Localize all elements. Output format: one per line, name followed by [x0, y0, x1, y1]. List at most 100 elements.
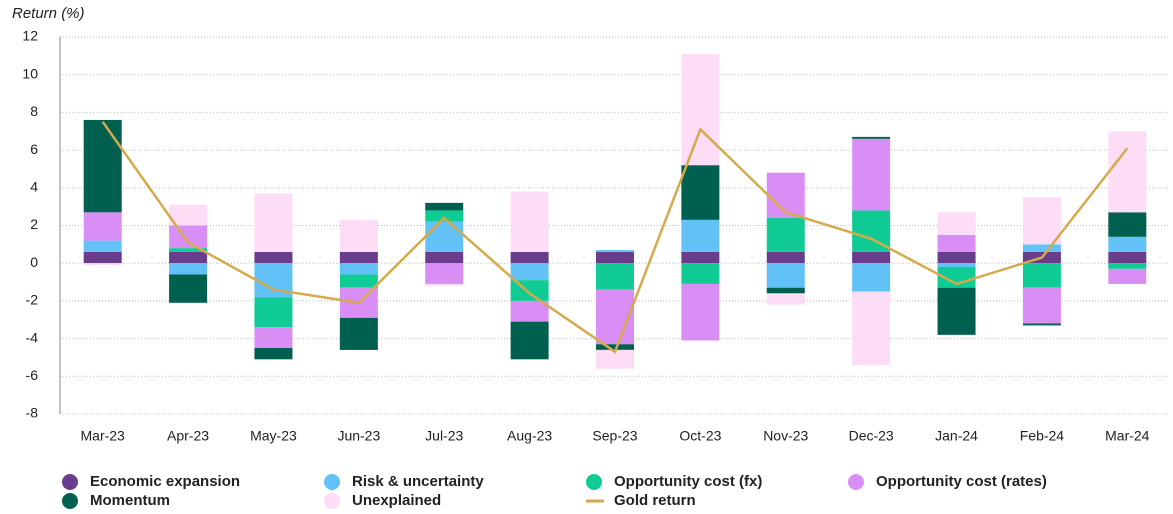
- bar-segment: [254, 251, 293, 264]
- bar-segment: [339, 274, 378, 288]
- bar-segment: [596, 250, 634, 252]
- bar-segment: [83, 119, 122, 213]
- bar-segment: [169, 204, 208, 226]
- y-tick-label: -6: [26, 367, 39, 383]
- legend-marker: [62, 493, 78, 509]
- bar-segment: [766, 293, 805, 305]
- bar-segment: [510, 191, 549, 252]
- bar-segment: [681, 53, 720, 166]
- x-tick-label: Oct-23: [679, 428, 721, 444]
- legend-marker: [324, 474, 340, 490]
- bar-segment: [169, 251, 208, 264]
- legend-label: Risk & uncertainty: [352, 473, 484, 490]
- y-tick-label: 4: [30, 179, 38, 195]
- bar-segment: [83, 263, 122, 266]
- legend-label: Economic expansion: [90, 473, 240, 490]
- bar-segment: [937, 287, 976, 335]
- x-tick-label: Feb-24: [1020, 428, 1065, 444]
- bar-segment: [339, 219, 378, 252]
- bar-segment: [339, 251, 378, 264]
- bar-segment: [1022, 323, 1061, 326]
- bar-segment: [425, 283, 464, 286]
- bar-segment: [937, 212, 976, 235]
- bar-segment: [169, 225, 208, 249]
- y-tick-label: 10: [22, 65, 38, 81]
- bar-segment: [83, 240, 122, 252]
- legend-label: Opportunity cost (fx): [614, 473, 762, 490]
- bar-segment: [681, 165, 720, 220]
- legend-marker: [62, 474, 78, 490]
- legend-marker: [586, 474, 602, 490]
- bar-segment: [1022, 263, 1061, 288]
- bar-segment: [937, 263, 976, 267]
- bar-segment: [169, 263, 208, 275]
- bar-segment: [339, 317, 378, 350]
- bar-segment: [681, 283, 720, 341]
- bar-segment: [83, 212, 122, 241]
- legend-label: Gold return: [614, 492, 696, 509]
- bar-segment: [1108, 131, 1147, 213]
- bar-segment: [169, 248, 208, 252]
- bar-segment: [1108, 268, 1147, 284]
- x-tick-label: Jun-23: [337, 428, 380, 444]
- y-axis-label: Return (%): [12, 5, 85, 22]
- bar-segment: [254, 297, 293, 328]
- bar-segment: [1108, 263, 1147, 269]
- bar-segment: [937, 251, 976, 264]
- y-tick-label: 6: [30, 141, 38, 157]
- x-tick-label: Mar-24: [1105, 428, 1150, 444]
- y-tick-label: -8: [26, 405, 39, 421]
- y-tick-label: -4: [26, 329, 39, 345]
- x-tick-label: Sep-23: [592, 428, 637, 444]
- bar-segment: [1022, 244, 1061, 252]
- bar-segment: [339, 263, 378, 275]
- bar-segment: [766, 217, 805, 252]
- gold-return-line: [101, 121, 1129, 354]
- bar-segment: [1022, 287, 1061, 324]
- y-tick-label: -2: [26, 292, 39, 308]
- legend-label: Unexplained: [352, 492, 441, 509]
- bar-segment: [596, 251, 634, 264]
- bar-segment: [852, 263, 891, 292]
- bar-segment: [937, 266, 976, 288]
- bar-segment: [83, 251, 122, 264]
- bar-segment: [1108, 236, 1147, 252]
- bar-segment: [1108, 212, 1147, 237]
- bar-segment: [681, 251, 720, 264]
- bar-segment: [766, 263, 805, 288]
- bar-segment: [425, 210, 464, 222]
- bar-segment: [852, 291, 891, 365]
- y-tick-label: 12: [22, 28, 38, 44]
- bar-segment: [510, 321, 549, 360]
- bar-segment: [425, 263, 464, 284]
- bar-segment: [596, 344, 634, 350]
- bar-segment: [852, 138, 891, 211]
- x-tick-label: Mar-23: [81, 428, 126, 444]
- legend-label: Opportunity cost (rates): [876, 473, 1047, 490]
- x-tick-label: May-23: [250, 428, 297, 444]
- legend-marker: [848, 474, 864, 490]
- bar-segment: [766, 287, 805, 294]
- bar-segment: [510, 263, 549, 281]
- bar-segment: [1108, 251, 1147, 264]
- bar-segment: [852, 136, 891, 139]
- bar-segment: [425, 221, 464, 252]
- x-tick-label: Aug-23: [507, 428, 552, 444]
- bar-segment: [1022, 197, 1061, 245]
- bar-segment: [596, 263, 634, 290]
- bar-segment: [254, 193, 293, 252]
- bar-segment: [852, 251, 891, 264]
- bar-segment: [766, 172, 805, 218]
- bar-segment: [510, 251, 549, 264]
- legend-marker: [324, 493, 340, 509]
- bar-segment: [254, 348, 293, 360]
- x-tick-label: Apr-23: [167, 428, 209, 444]
- bar-segment: [510, 300, 549, 322]
- y-tick-label: 0: [30, 254, 38, 270]
- bar-segment: [681, 219, 720, 252]
- bar-segment: [596, 349, 634, 369]
- bar-segment: [766, 251, 805, 264]
- x-tick-label: Dec-23: [849, 428, 894, 444]
- bar-segment: [681, 263, 720, 284]
